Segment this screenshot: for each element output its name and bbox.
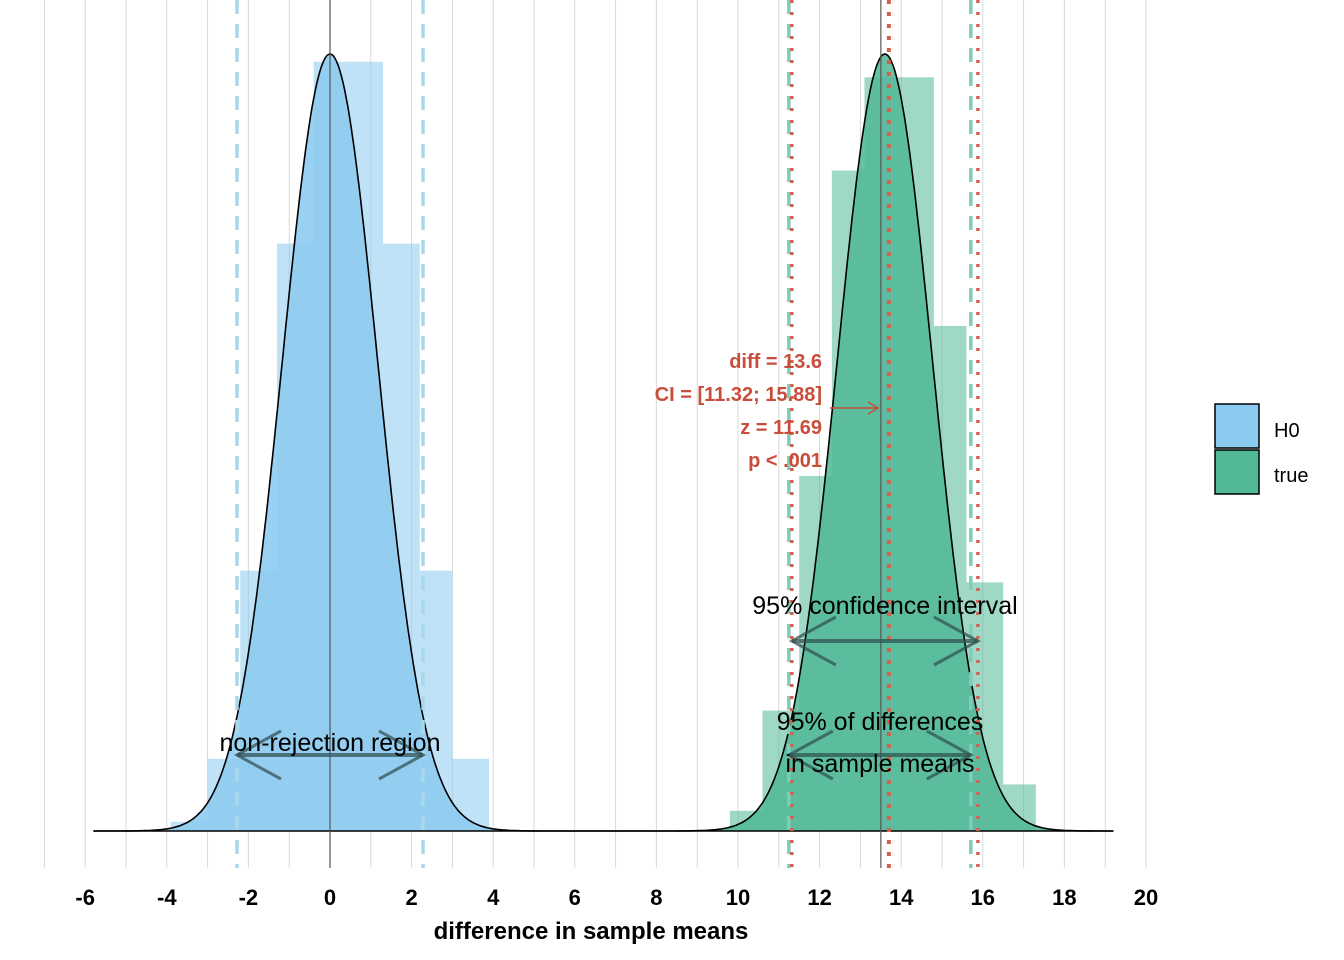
x-tick-label: 20 — [1134, 885, 1158, 910]
x-tick-label: 10 — [726, 885, 750, 910]
non-rejection-arrow-left-head — [233, 729, 282, 781]
legend: H0 true — [1214, 403, 1308, 495]
central-95-arrow-left-head — [785, 729, 834, 781]
x-tick-label: 4 — [487, 885, 500, 910]
stat-z: z = 11.69 — [740, 417, 822, 439]
ci-arrow-left-head — [788, 615, 837, 667]
differences-label-line2: in sample means — [786, 750, 975, 778]
x-tick-label: 16 — [971, 885, 995, 910]
interval-arrows — [233, 615, 982, 781]
stat-ci: CI = [11.32; 15.88] — [655, 384, 822, 406]
density-area-true — [93, 54, 1114, 831]
x-axis-ticks: -6 -4 -2 0 2 4 6 8 10 12 14 16 18 20 — [75, 885, 1158, 910]
stat-diff: diff = 13.6 — [729, 351, 822, 373]
x-tick-label: -6 — [75, 885, 95, 910]
non-rejection-label: non-rejection region — [220, 729, 441, 757]
x-tick-label: 0 — [324, 885, 336, 910]
legend-key-true — [1214, 449, 1260, 495]
non-rejection-arrow-right-head — [378, 729, 427, 781]
x-tick-label: 12 — [807, 885, 831, 910]
x-tick-label: -4 — [157, 885, 177, 910]
central-95-arrow — [785, 729, 974, 781]
density-area-H0 — [93, 54, 1114, 831]
legend-label-true: true — [1274, 465, 1308, 487]
x-tick-label: 14 — [889, 885, 914, 910]
stat-p: p < .001 — [748, 450, 822, 472]
differences-label-line1: 95% of differences — [777, 708, 984, 736]
x-tick-label: 18 — [1052, 885, 1076, 910]
density-curve-true — [93, 53, 1114, 832]
x-axis-title: difference in sample means — [434, 918, 749, 945]
reference-lines — [235, 0, 980, 868]
ci-arrow-right-head — [933, 615, 982, 667]
stat-arrow — [830, 401, 880, 415]
density-areas — [93, 53, 1114, 832]
confidence-interval-label: 95% confidence interval — [752, 592, 1017, 620]
x-tick-label: -2 — [239, 885, 259, 910]
central-95-arrow-right-head — [926, 729, 974, 781]
ci-arrow — [788, 615, 982, 667]
x-tick-label: 8 — [650, 885, 662, 910]
x-tick-label: 2 — [405, 885, 417, 910]
legend-key-h0 — [1214, 403, 1260, 449]
legend-label-h0: H0 — [1274, 420, 1300, 442]
non-rejection-arrow — [233, 729, 427, 781]
x-tick-label: 6 — [569, 885, 581, 910]
